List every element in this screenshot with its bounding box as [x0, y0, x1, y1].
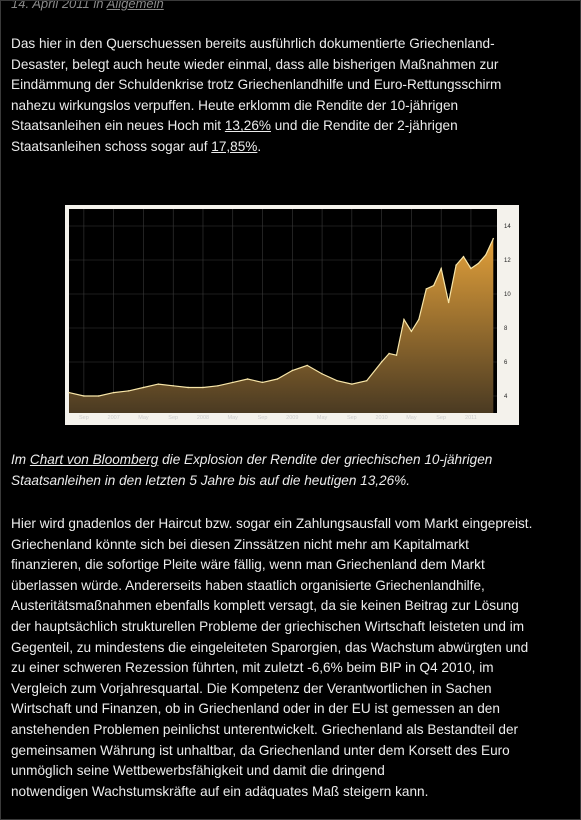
intro-line: Desaster, belegt auch heute wieder einma… — [11, 56, 499, 72]
data-point — [306, 364, 308, 367]
data-point — [276, 378, 279, 380]
body-line: finanzieren, die sofortige Pleite wäre f… — [11, 557, 485, 573]
caption-line: Im Chart von Bloomberg die Explosion der… — [11, 450, 573, 471]
y-tick-label: 14 — [504, 224, 511, 230]
post-date: 14. April 2011 — [11, 0, 90, 11]
body-line: Austeritätsmaßnahmen ebenfalls komplett … — [11, 598, 519, 614]
data-point — [447, 301, 450, 304]
data-point — [440, 267, 442, 270]
data-point — [83, 395, 85, 397]
data-point — [433, 284, 435, 287]
x-tick-label: May — [138, 415, 149, 421]
body-paragraph: Hier wird gnadenlos der Haircut bzw. sog… — [11, 514, 573, 802]
data-point — [291, 369, 294, 372]
intro-line: Eindämmung der Schuldenkrise trotz Griec… — [11, 77, 502, 93]
data-point — [202, 386, 204, 389]
body-line: zu einer schweren Rezession führten, mit… — [11, 660, 494, 676]
y-tick-label: 6 — [504, 360, 508, 366]
x-tick-label: 2008 — [197, 415, 209, 421]
data-point — [217, 385, 219, 387]
data-point — [232, 381, 234, 384]
data-point — [142, 386, 145, 389]
intro-text: Staatsanleihen schoss sogar auf — [11, 138, 212, 154]
data-point — [366, 380, 368, 382]
data-point — [477, 262, 480, 265]
data-point — [470, 267, 472, 270]
body-line: anstehenden Problemen peinlichst unteren… — [11, 721, 519, 737]
y-tick-label: 4 — [504, 394, 508, 400]
x-tick-label: 2009 — [286, 415, 298, 421]
yield-10y-link[interactable]: 13,26% — [224, 118, 271, 134]
x-tick-label: Sep — [347, 415, 357, 421]
data-point — [157, 383, 160, 385]
data-point — [395, 354, 398, 356]
body-line: unmöglich seine Wettbewerbsfähigkeit und… — [11, 763, 385, 779]
data-point — [485, 254, 487, 256]
x-tick-label: Sep — [168, 415, 178, 421]
data-point — [418, 318, 420, 321]
intro-line: Staatsanleihen ein neues Hoch mit 13,26%… — [11, 116, 573, 137]
y-tick-label: 12 — [504, 258, 511, 264]
post-meta-in: in — [93, 0, 104, 11]
category-link[interactable]: Allgemein — [106, 0, 164, 11]
intro-paragraph: Das hier in den Querschuessen bereits au… — [11, 34, 573, 158]
x-tick-label: 2010 — [376, 415, 388, 421]
x-tick-label: May — [317, 415, 328, 421]
body-line: Hier wird gnadenlos der Haircut bzw. sog… — [11, 516, 533, 531]
caption-line: Staatsanleihen in den letzten 5 Jahre bi… — [11, 472, 411, 488]
intro-line: nahezu wirkungslos verpuffen. Heute erkl… — [11, 97, 459, 113]
x-tick-label: 2011 — [465, 415, 477, 421]
body-line: überlassen würde. Andererseits haben sta… — [11, 577, 485, 593]
x-tick-label: Sep — [79, 415, 89, 421]
series-area — [69, 238, 494, 413]
data-point — [187, 386, 189, 389]
x-tick-label: Sep — [436, 415, 446, 421]
caption-text: die Explosion der Rendite der griechisch… — [158, 452, 493, 467]
x-tick-label: May — [406, 415, 417, 421]
body-line: Wirtschaft und Finanzen, ob in Griechenl… — [11, 701, 500, 717]
data-point — [388, 352, 390, 355]
caption-text: Im — [11, 452, 30, 467]
bloomberg-chart-link[interactable]: Chart von Bloomberg — [29, 452, 159, 467]
data-point — [246, 378, 249, 380]
data-point — [112, 391, 115, 394]
x-tick-label: Sep — [258, 415, 268, 421]
data-point — [351, 383, 353, 385]
data-point — [261, 381, 264, 384]
bloomberg-chart: Sep 2007 May Sep 2008 May Sep 2009 May Sep 2010 May… — [65, 205, 519, 425]
data-point — [68, 391, 70, 394]
chart-caption: Im Chart von Bloomberg die Explosion der… — [11, 450, 573, 491]
data-point — [321, 373, 323, 375]
data-point — [455, 264, 457, 266]
data-point — [403, 318, 405, 321]
intro-line: Staatsanleihen schoss sogar auf 17,85%. — [11, 137, 573, 158]
y-tick-label: 10 — [504, 292, 511, 298]
intro-line: Das hier in den Querschuessen bereits au… — [11, 36, 495, 51]
post-meta: 14. April 2011 in Allgemein — [11, 0, 164, 11]
body-line: Vergleich zum Vorjahresquartal. Die Komp… — [11, 680, 492, 696]
x-tick-label: May — [228, 415, 239, 421]
body-line: notwendigen Wachstumskräfte auf ein adäq… — [11, 783, 429, 799]
intro-text: und die Rendite der 2-jährigen — [270, 118, 458, 134]
intro-text: . — [257, 138, 262, 154]
yield-chart-svg: Sep 2007 May Sep 2008 May Sep 2009 May Sep 2010 May… — [68, 209, 511, 421]
data-point — [425, 288, 427, 290]
intro-text: Staatsanleihen ein neues Hoch mit — [11, 118, 225, 134]
data-point — [492, 237, 494, 240]
data-point — [380, 361, 383, 363]
data-point — [172, 385, 174, 387]
body-line: Gegenteil, zu mindestens die eingeleitet… — [11, 639, 529, 655]
data-point — [336, 380, 338, 382]
data-point — [462, 255, 465, 258]
data-point — [98, 395, 100, 397]
data-point — [127, 390, 130, 392]
body-line: der hauptsächlich strukturellen Probleme… — [11, 618, 525, 634]
body-line: Griechenland könnte sich bei diesen Zins… — [11, 536, 469, 552]
body-line: gemeinsamen Währung ist unhaltbar, da Gr… — [11, 742, 510, 758]
data-point — [410, 330, 413, 333]
y-tick-label: 8 — [504, 326, 508, 332]
yield-2y-link[interactable]: 17,85% — [211, 138, 258, 154]
x-tick-label: 2007 — [108, 415, 120, 421]
